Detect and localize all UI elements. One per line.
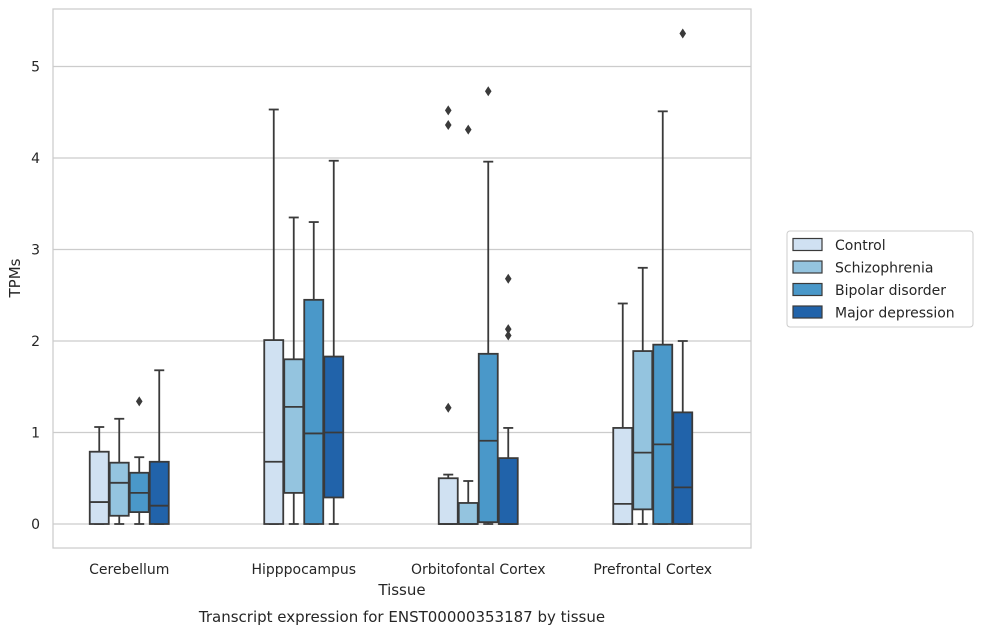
legend: Control Schizophrenia Bipolar disorder Majo… [786,230,974,328]
box-group [128,396,150,525]
legend-label: Control [835,238,886,254]
grid-lines [53,65,751,525]
y-tick-label: 0 [31,517,40,533]
box-iqr [477,352,499,524]
y-tick-label: 4 [31,151,40,167]
outlier-point [444,120,452,131]
outlier-point [679,28,687,39]
box-group [652,110,674,525]
box-group [457,124,479,525]
outlier-point [464,124,472,135]
box-iqr [303,298,325,525]
x-axis-ticks: Cerebellum Hipppocampus Orbitofontal Corte… [89,562,712,578]
y-axis-title: TPMs [6,258,24,298]
box-group [283,216,305,525]
x-tick-label: Prefrontal Cortex [593,562,712,578]
plot-area-frame [52,8,752,549]
outlier-point [444,402,452,413]
box-group [437,105,459,525]
legend-swatch [792,282,823,297]
box-group [497,273,519,525]
legend-frame [786,230,974,328]
y-tick-label: 3 [31,243,40,259]
box-group [672,28,694,525]
box-iqr [148,460,170,525]
outlier-point [444,105,452,116]
legend-swatch [792,305,823,319]
box-group [303,221,325,525]
boxes-layer [88,28,694,525]
outlier-point [504,324,512,335]
box-iqr [323,355,345,499]
box-iqr [612,427,634,525]
y-axis-ticks: 0 1 2 3 4 5 [31,60,40,534]
box-group [88,426,110,525]
box-group [263,108,285,525]
legend-label: Schizophrenia [835,261,933,277]
box-iqr [108,461,130,517]
box-group [148,369,170,525]
box-iqr [88,450,110,525]
box-iqr [632,350,654,511]
outlier-point [484,86,492,97]
box-group [632,266,654,525]
box-iqr [672,411,694,525]
x-axis-title: Tissue [377,581,425,599]
y-tick-label: 1 [31,426,40,442]
box-iqr [263,339,285,525]
legend-swatch [792,237,823,252]
x-tick-label: Cerebellum [89,562,169,578]
legend-label: Major depression [835,306,955,322]
legend-swatch [792,260,823,274]
box-group [477,86,499,525]
legend-label: Bipolar disorder [835,283,946,299]
outlier-point [135,396,143,407]
figure-caption: Transcript expression for ENST0000035318… [198,608,605,626]
box-iqr [437,477,459,525]
box-group [108,417,130,525]
box-iqr [457,502,479,525]
outlier-point [504,330,512,341]
x-tick-label: Hipppocampus [251,562,356,578]
y-tick-label: 5 [31,60,40,76]
box-iqr [652,343,674,525]
box-group [323,159,345,525]
x-tick-label: Orbitofontal Cortex [411,562,546,578]
box-iqr [497,457,519,525]
box-group [612,302,634,525]
box-iqr [283,358,305,494]
outlier-point [504,273,512,284]
y-tick-label: 2 [31,334,40,350]
